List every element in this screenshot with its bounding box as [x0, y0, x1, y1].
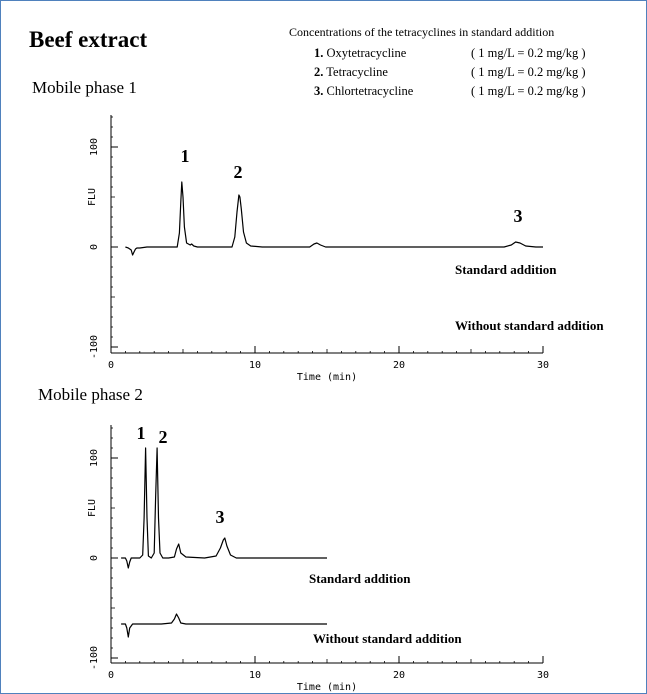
- concentration-name: Oxytetracycline: [326, 46, 407, 60]
- peak-label: 3: [514, 206, 523, 226]
- y-tick-label: 0: [89, 555, 100, 561]
- concentration-value: ( 1 mg/L = 0.2 mg/kg ): [471, 46, 586, 60]
- phase-label-1: Mobile phase 1: [32, 78, 137, 97]
- x-tick-label: 20: [393, 670, 405, 681]
- trace-annotation: Without standard addition: [313, 631, 462, 646]
- concentration-name: Tetracycline: [326, 65, 388, 79]
- concentration-value: ( 1 mg/L = 0.2 mg/kg ): [471, 84, 586, 98]
- trace-annotation: Without standard addition: [455, 318, 604, 333]
- y-tick-label: -100: [89, 335, 100, 359]
- trace-annotation: Standard addition: [309, 571, 411, 586]
- y-axis-label: FLU: [87, 188, 98, 206]
- x-axis-label: Time (min): [297, 682, 357, 693]
- chromatogram-2: 0 10 20 30 -100 0 100 FLU Time (min) 1 2 3 Standard …: [87, 423, 549, 693]
- x-tick-label: 10: [249, 670, 261, 681]
- x-tick-label: 10: [249, 360, 261, 371]
- peak-label: 1: [181, 146, 190, 166]
- y-tick-label: 0: [89, 244, 100, 250]
- x-tick-label: 0: [108, 670, 114, 681]
- concentration-number: 2.: [314, 65, 324, 79]
- x-axis-label: Time (min): [297, 372, 357, 383]
- y-tick-label: 100: [89, 449, 100, 467]
- concentration-number: 3.: [314, 84, 324, 98]
- x-tick-label: 30: [537, 360, 549, 371]
- concentration-value: ( 1 mg/L = 0.2 mg/kg ): [471, 65, 586, 79]
- x-tick-label: 0: [108, 360, 114, 371]
- concentration-item: 3. Chlortetracycline: [314, 84, 413, 99]
- trace-annotation: Standard addition: [455, 262, 557, 277]
- peak-label: 1: [137, 423, 146, 443]
- chromatogram-1: 0 10 20 30 -100 0 100 FLU Time (min) 1 2 3 Standard …: [87, 115, 604, 383]
- y-axis-label: FLU: [87, 499, 98, 517]
- concentrations-heading: Concentrations of the tetracyclines in s…: [289, 25, 555, 39]
- peak-label: 3: [216, 507, 225, 527]
- chromatogram-trace-without-standard-addition: [121, 613, 327, 638]
- x-tick-label: 30: [537, 670, 549, 681]
- concentration-name: Chlortetracycline: [326, 84, 414, 98]
- chromatogram-trace-standard-addition: [125, 181, 543, 256]
- y-tick-label: 100: [89, 138, 100, 156]
- concentration-number: 1.: [314, 46, 324, 60]
- y-tick-label: -100: [89, 646, 100, 670]
- concentration-item: 1. Oxytetracycline: [314, 46, 406, 61]
- figure-title: Beef extract: [29, 27, 148, 52]
- peak-label: 2: [234, 162, 243, 182]
- concentration-item: 2. Tetracycline: [314, 65, 388, 80]
- peak-label: 2: [159, 427, 168, 447]
- phase-label-2: Mobile phase 2: [38, 385, 143, 404]
- chromatogram-trace-standard-addition: [121, 447, 327, 569]
- x-tick-label: 20: [393, 360, 405, 371]
